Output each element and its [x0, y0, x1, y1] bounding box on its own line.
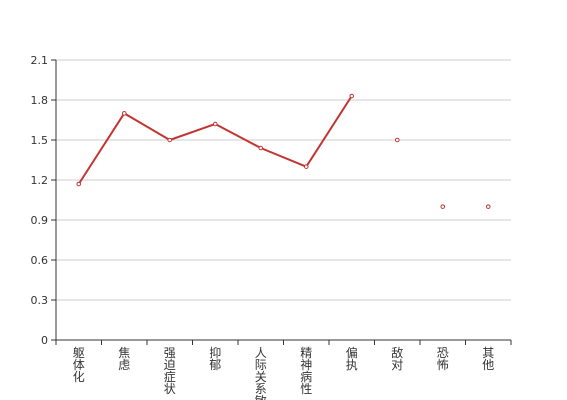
data-point[interactable] [485, 204, 491, 209]
x-category-label: 人际关系敏感 [255, 346, 267, 400]
y-tick-label: 0.3 [31, 294, 49, 307]
y-tick-label: 1.5 [31, 134, 49, 147]
x-category-label: 恐怖 [437, 346, 449, 372]
x-axis: 躯体化 焦虑 强迫症状 抑郁 人际关系敏感 精神病性 偏执 敌对 恐怖 其他 [55, 339, 512, 400]
x-category-label: 焦虑 [118, 346, 130, 372]
data-point[interactable] [440, 204, 446, 209]
data-point[interactable] [303, 164, 309, 169]
data-point[interactable] [167, 137, 173, 143]
y-tick-label: 0.9 [31, 214, 49, 227]
x-category-label: 强迫症状 [164, 346, 176, 396]
y-tick-label: 0 [41, 334, 48, 347]
x-category-label: 其他 [482, 346, 494, 372]
y-tick-label: 0.6 [31, 254, 49, 267]
data-point[interactable] [258, 145, 264, 151]
y-tick-label: 2.1 [31, 54, 49, 67]
data-point[interactable] [212, 121, 218, 127]
x-category-label: 敌对 [391, 345, 403, 372]
x-category-label: 抑郁 [209, 345, 221, 372]
y-tick-label: 1.2 [31, 174, 49, 187]
series-layer [76, 93, 491, 209]
y-tick-label: 1.8 [31, 94, 49, 107]
data-point[interactable] [394, 137, 400, 143]
data-point[interactable] [76, 181, 82, 187]
data-point[interactable] [349, 93, 355, 99]
x-category-label: 精神病性 [300, 346, 312, 396]
data-point[interactable] [121, 111, 127, 116]
y-axis: 0 0.3 0.6 0.9 1.2 1.5 1.8 2.1 [31, 54, 57, 347]
x-category-label: 躯体化 [73, 345, 85, 384]
grid-lines [56, 59, 511, 301]
x-category-label: 偏执 [346, 345, 358, 372]
